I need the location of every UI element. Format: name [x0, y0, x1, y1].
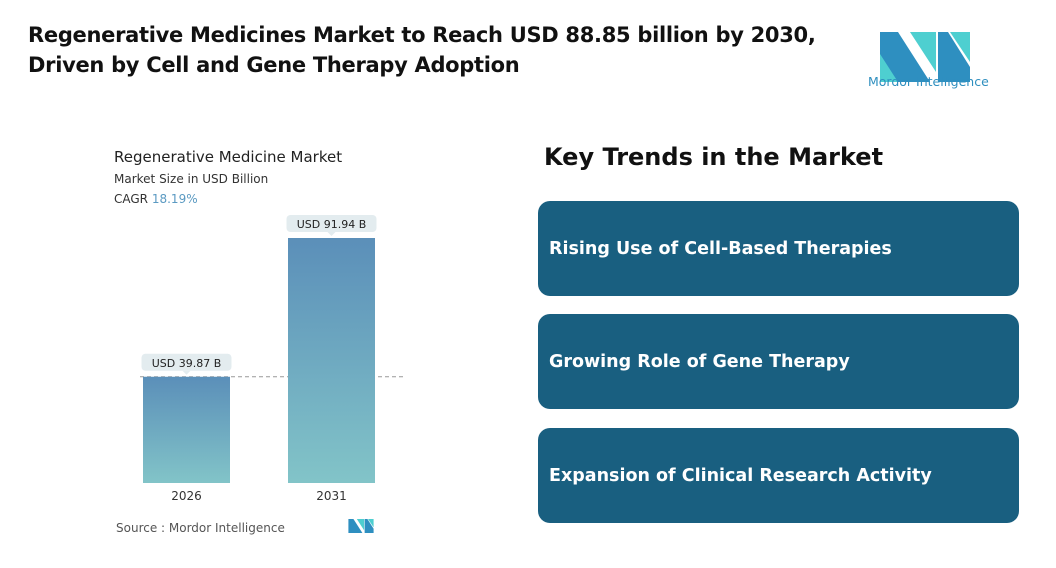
bar-chart: USD 39.87 B 2026 USD 91.94 B 2031 [140, 215, 406, 503]
data-label: USD 39.87 B [152, 357, 222, 370]
data-label-pointer [327, 232, 336, 236]
data-label-bg [141, 353, 232, 371]
logo-text: Mordor Intelligence [868, 74, 989, 89]
trend-card: Rising Use of Cell-Based Therapies [538, 201, 1019, 296]
bar-2026 [143, 376, 230, 483]
data-label-pointer [182, 370, 191, 375]
bar-2031 [288, 238, 375, 483]
source-text: Source : Mordor Intelligence [116, 521, 285, 535]
trend-card: Growing Role of Gene Therapy [538, 314, 1019, 409]
chart-subtitle: Market Size in USD Billion [114, 172, 269, 186]
mordor-small-logo-icon [348, 519, 374, 533]
x-tick-label: 2026 [171, 489, 202, 503]
page-title: Regenerative Medicines Market to Reach U… [28, 23, 816, 77]
data-label: USD 91.94 B [297, 218, 367, 231]
cagr: CAGR 18.19% [114, 192, 198, 206]
cagr-label: CAGR [114, 192, 149, 206]
mordor-logo-icon [880, 32, 970, 82]
x-tick-label: 2031 [316, 489, 347, 503]
key-trends-title: Key Trends in the Market [544, 143, 884, 171]
chart-title: Regenerative Medicine Market [114, 148, 343, 166]
cagr-value: 18.19% [151, 192, 198, 206]
data-label-bg [286, 215, 377, 232]
trend-card: Expansion of Clinical Research Activity [538, 428, 1019, 523]
